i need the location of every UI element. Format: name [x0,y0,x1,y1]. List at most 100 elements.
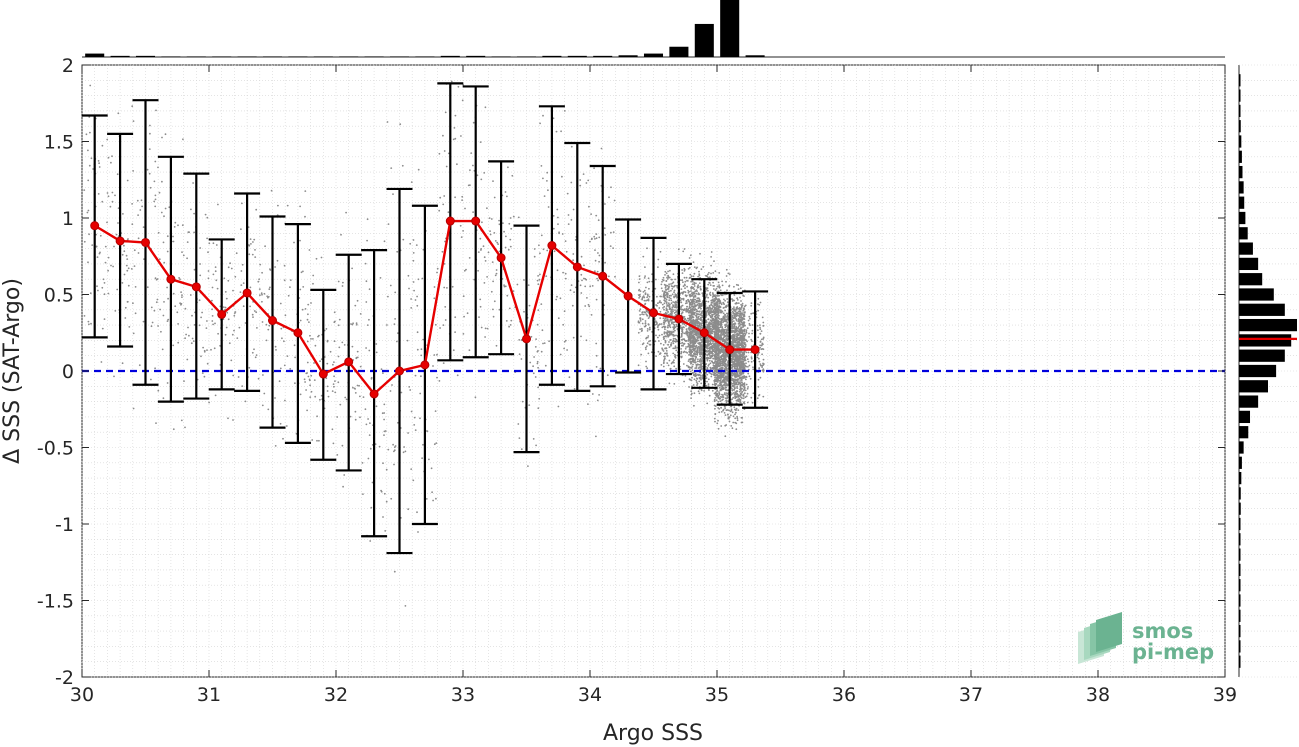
scatter-point [673,285,676,288]
scatter-point [692,275,695,278]
scatter-point [96,285,98,288]
scatter-point [498,223,501,226]
scatter-point [358,384,360,387]
scatter-point [270,189,273,192]
scatter-point [574,239,577,241]
scatter-point [410,181,413,184]
scatter-point [705,357,708,360]
scatter-point [542,114,544,117]
top-hist-bar [339,56,359,57]
scatter-point [155,422,157,424]
scatter-point [669,269,671,272]
scatter-point [115,233,118,236]
scatter-point [682,363,685,365]
scatter-point [126,301,129,303]
scatter-point [713,315,716,318]
scatter-point [646,367,649,370]
scatter-point [234,275,237,278]
scatter-point [461,195,464,198]
scatter-point [392,193,394,196]
scatter-point [390,497,393,500]
scatter-point [697,363,700,366]
scatter-point [229,262,232,265]
scatter-point [667,343,669,346]
scatter-point [180,419,183,422]
scatter-point [198,299,201,302]
scatter-point [693,333,695,336]
scatter-point [205,327,208,329]
scatter-point [200,355,202,358]
scatter-point [642,342,645,345]
scatter-point [430,467,433,470]
scatter-point [689,254,692,257]
scatter-point [226,311,229,314]
scatter-point [258,278,260,281]
scatter-point [675,334,677,337]
scatter-point [332,383,335,385]
scatter-point [671,321,674,324]
scatter-point [695,381,698,383]
scatter-point [738,315,741,318]
scatter-point [696,347,699,350]
scatter-point [453,127,456,129]
scatter-point [534,376,537,378]
scatter-point [657,266,659,268]
scatter-point [672,273,675,276]
scatter-point [695,316,698,319]
scatter-point [230,359,233,362]
scatter-point [663,299,666,302]
scatter-point [712,364,715,367]
scatter-point [684,287,686,290]
scatter-point [352,386,354,389]
scatter-point [690,390,693,393]
scatter-point [559,353,562,356]
scatter-point [495,269,498,271]
scatter-point [203,350,206,353]
scatter-point [684,317,687,320]
scatter-point [410,307,413,309]
scatter-point [690,287,693,290]
scatter-point [736,415,738,418]
scatter-point [162,241,165,244]
scatter-point [647,277,650,280]
scatter-point [692,261,695,264]
scatter-point [674,345,677,348]
scatter-point [89,84,92,87]
scatter-point [701,345,704,348]
scatter-point [712,328,714,331]
scatter-point [710,375,713,378]
scatter-point [645,348,647,351]
scatter-point [542,342,544,345]
scatter-point [612,231,615,234]
scatter-point [686,317,689,320]
scatter-point [369,540,372,542]
scatter-point [689,354,692,357]
scatter-point [638,281,640,284]
scatter-point [572,336,575,339]
scatter-point [518,353,521,356]
scatter-point [97,193,100,195]
scatter-point [482,245,485,248]
scatter-point [191,337,194,340]
top-hist-bar [237,56,257,57]
scatter-point [279,367,282,370]
scatter-point [442,362,445,364]
scatter-point [569,289,572,292]
scatter-point [713,305,715,307]
scatter-point [726,331,729,334]
scatter-point [269,269,272,271]
scatter-point [706,337,708,340]
scatter-point [705,385,708,387]
scatter-point [718,302,721,305]
scatter-point [673,359,675,362]
scatter-point [648,280,651,283]
scatter-point [112,265,114,268]
scatter-point [443,263,446,265]
scatter-point [183,380,185,382]
scatter-point [670,302,673,305]
scatter-point [116,288,119,291]
scatter-point [670,318,672,321]
scatter-point [683,343,686,345]
scatter-point [661,348,664,351]
scatter-point [700,312,703,315]
